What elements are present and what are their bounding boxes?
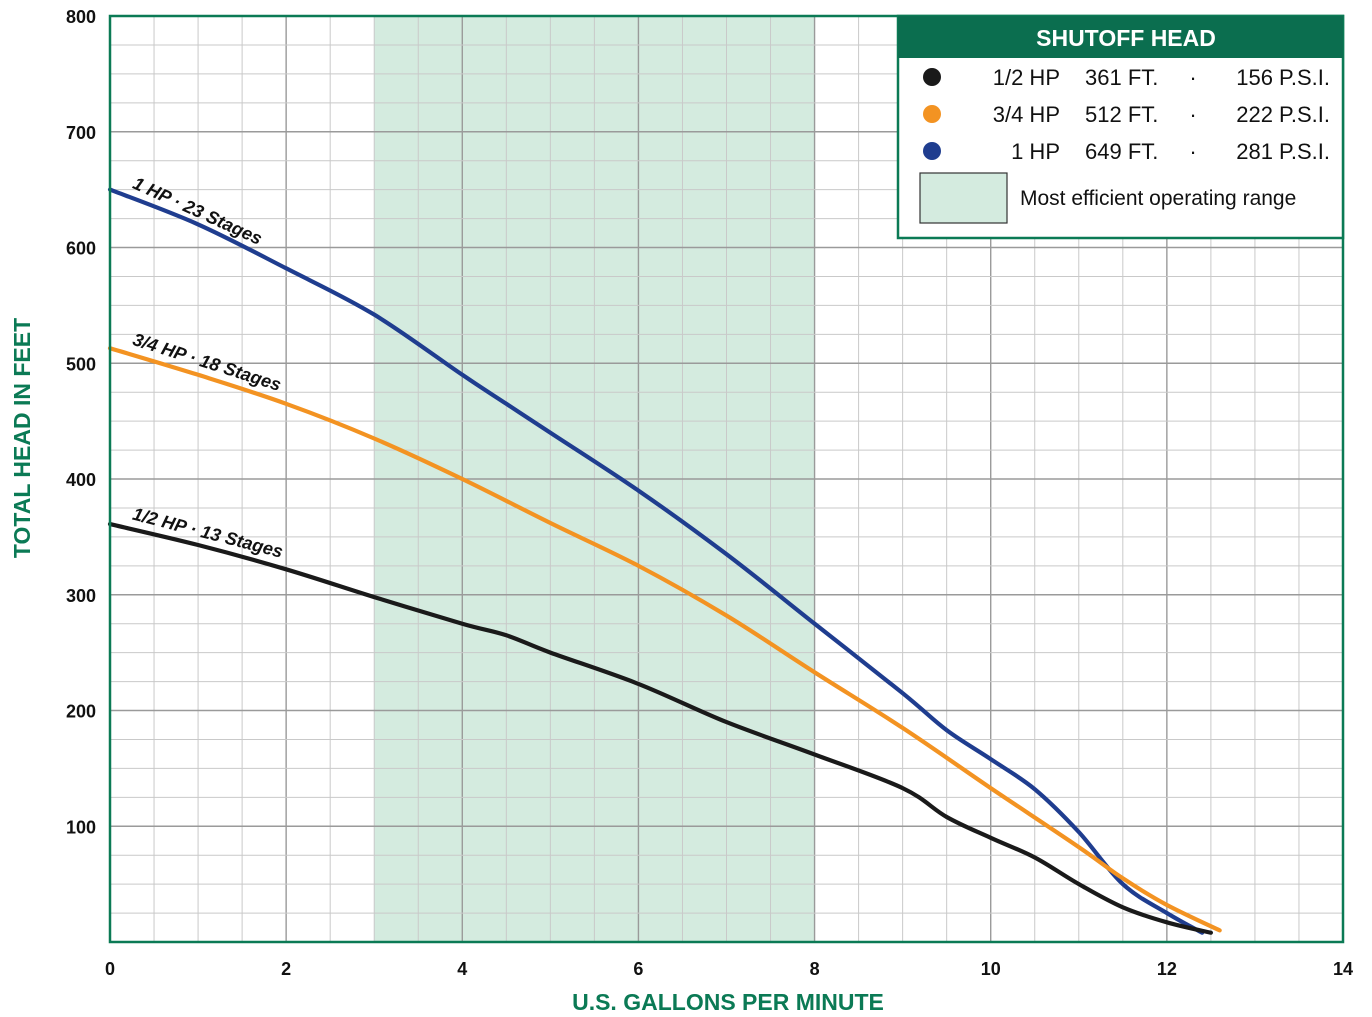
legend-marker [923,68,941,86]
y-tick-label: 200 [66,702,96,722]
legend-psi: 222 P.S.I. [1236,102,1330,127]
series-line-1-hp [107,187,1205,935]
legend-rows: 1/2 HP 361 FT. · 156 P.S.I. 3/4 HP 512 FT. · 22… [923,65,1330,164]
x-tick-label: 12 [1157,959,1177,979]
legend-marker [923,105,941,123]
plot-frame [108,14,1345,944]
y-tick-label: 300 [66,586,96,606]
x-tick-label: 10 [981,959,1001,979]
series-line-1-2-hp [107,522,1213,935]
y-axis-title: TOTAL HEAD IN FEET [9,318,35,558]
x-tick-label: 14 [1333,959,1353,979]
x-tick-label: 6 [633,959,643,979]
legend-hp: 1/2 HP [993,65,1060,90]
legend: SHUTOFF HEAD 1/2 HP 361 FT. · 156 P.S.I. 3/4… [896,14,1345,240]
y-tick-label: 800 [66,7,96,27]
legend-feet: 649 FT. [1085,139,1158,164]
legend-hp: 3/4 HP [993,102,1060,127]
legend-marker [923,142,941,160]
series-line-3-4-hp [107,346,1222,933]
legend-psi: 281 P.S.I. [1236,139,1330,164]
legend-title: SHUTOFF HEAD [1036,25,1216,51]
legend-header [898,16,1343,58]
legend-hp: 1 HP [1011,139,1060,164]
legend-band-label: Most efficient operating range [1020,187,1296,210]
legend-band-swatch [919,172,1008,224]
legend-feet: 361 FT. [1085,65,1158,90]
y-tick-label: 400 [66,470,96,490]
legend-separator: · [1189,65,1196,90]
legend-separator: · [1189,139,1196,164]
legend-separator: · [1189,102,1196,127]
legend-psi: 156 P.S.I. [1236,65,1330,90]
x-tick-label: 4 [457,959,467,979]
series-layer [107,187,1222,935]
y-tick-label: 600 [66,239,96,259]
y-tick-label: 700 [66,123,96,143]
x-tick-label: 2 [281,959,291,979]
y-tick-label: 500 [66,354,96,374]
legend-feet: 512 FT. [1085,102,1158,127]
y-tick-label: 100 [66,817,96,837]
tick-label-layer: 0 2 4 6 8 10 12 14 100 200 300 400 500 600 700 800 [66,7,1353,979]
x-tick-label: 8 [810,959,820,979]
x-axis-title: U.S. GALLONS PER MINUTE [572,989,884,1015]
x-tick-label: 0 [105,959,115,979]
